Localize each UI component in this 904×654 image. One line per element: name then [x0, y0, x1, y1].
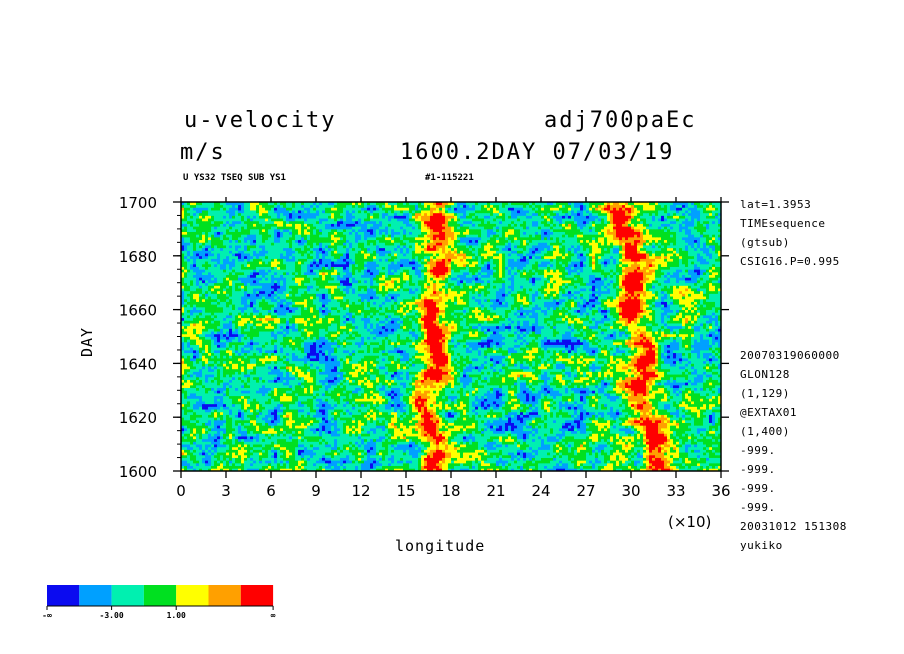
info-line: GLON128: [740, 365, 847, 384]
y-tick-label: 1660: [119, 302, 157, 320]
info-line: lat=1.3953: [740, 195, 840, 214]
x-tick-label: 24: [531, 482, 550, 500]
colorbar-swatch: [79, 585, 111, 606]
colorbar-label: -∞: [42, 611, 52, 620]
x-tick-label: 18: [441, 482, 460, 500]
colorbar-swatch: [47, 585, 79, 606]
info-line: CSIG16.P=0.995: [740, 252, 840, 271]
info-panel-top: lat=1.3953 TIMEsequence (gtsub) CSIG16.P=0.…: [740, 195, 840, 271]
x-tick-label: 27: [576, 482, 595, 500]
info-line: TIMEsequence: [740, 214, 840, 233]
y-tick-label: 1700: [119, 194, 157, 212]
x-tick-label: 0: [176, 482, 186, 500]
x-tick-label: 6: [266, 482, 276, 500]
colorbar-label: -3.00: [100, 611, 124, 620]
x-tick-label: 15: [396, 482, 415, 500]
x-tick-label: 3: [221, 482, 231, 500]
colorbar-swatch: [112, 585, 144, 606]
info-line: -999.: [740, 441, 847, 460]
x-multiplier-label: (×10): [668, 513, 711, 531]
x-tick-label: 9: [311, 482, 321, 500]
y-tick-label: 1620: [119, 409, 157, 427]
colorbar-label: 1.00: [167, 611, 186, 620]
info-line: (gtsub): [740, 233, 840, 252]
info-line: -999.: [740, 498, 847, 517]
colorbar-swatch: [176, 585, 208, 606]
info-line: 20031012 151308: [740, 517, 847, 536]
info-panel-bottom: 20070319060000 GLON128 (1,129) @EXTAX01 (1,4…: [740, 346, 847, 555]
y-tick-label: 1640: [119, 355, 157, 373]
info-line: @EXTAX01: [740, 403, 847, 422]
x-tick-label: 21: [486, 482, 505, 500]
info-line: -999.: [740, 479, 847, 498]
info-line: -999.: [740, 460, 847, 479]
heatmap-field: [181, 202, 721, 471]
colorbar-swatch: [241, 585, 273, 606]
colorbar-label: ∞: [271, 611, 276, 620]
x-axis-label: longitude: [395, 537, 485, 555]
colorbar: -∞ -3.00 1.00 ∞: [42, 585, 276, 620]
info-line: yukiko: [740, 536, 847, 555]
colorbar-swatch: [209, 585, 241, 606]
x-tick-label: 12: [351, 482, 370, 500]
info-line: 20070319060000: [740, 346, 847, 365]
x-tick-label: 33: [666, 482, 685, 500]
x-tick-label: 36: [711, 482, 730, 500]
y-axis-label: DAY: [78, 327, 96, 357]
y-tick-label: 1600: [119, 463, 157, 481]
info-line: (1,400): [740, 422, 847, 441]
colorbar-swatch: [144, 585, 176, 606]
info-line: (1,129): [740, 384, 847, 403]
x-tick-label: 30: [621, 482, 640, 500]
y-tick-label: 1680: [119, 248, 157, 266]
